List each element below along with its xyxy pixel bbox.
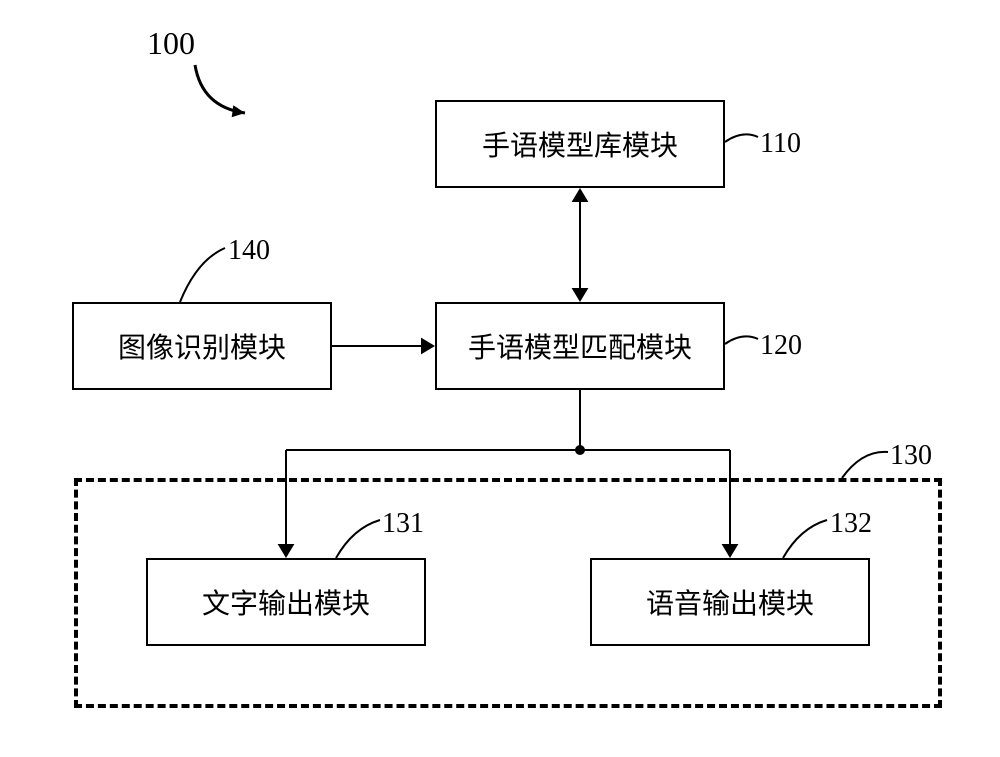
node-label-110: 手语模型库模块 bbox=[482, 124, 678, 164]
ref-120: 120 bbox=[760, 330, 802, 361]
node-label-120: 手语模型匹配模块 bbox=[468, 326, 692, 366]
ref-140: 140 bbox=[228, 235, 270, 266]
leader-n140 bbox=[176, 244, 229, 306]
node-131: 文字输出模块 bbox=[146, 558, 426, 646]
ref-132: 132 bbox=[830, 508, 872, 539]
edge-140-120 bbox=[330, 326, 437, 366]
edge-120-split bbox=[266, 386, 750, 562]
ref-130: 130 bbox=[890, 440, 932, 471]
leader-g130 bbox=[838, 446, 892, 482]
node-132: 语音输出模块 bbox=[590, 558, 870, 646]
node-120: 手语模型匹配模块 bbox=[435, 302, 725, 390]
node-label-140: 图像识别模块 bbox=[118, 326, 286, 366]
leader-n120 bbox=[721, 328, 762, 348]
ref-110: 110 bbox=[760, 128, 801, 159]
node-label-131: 文字输出模块 bbox=[202, 582, 370, 622]
leader-n132 bbox=[779, 516, 831, 562]
node-140: 图像识别模块 bbox=[72, 302, 332, 390]
leader-n110 bbox=[721, 126, 762, 146]
edge-110-120 bbox=[550, 186, 610, 304]
title-arrow bbox=[175, 45, 265, 133]
node-110: 手语模型库模块 bbox=[435, 100, 725, 188]
node-label-132: 语音输出模块 bbox=[646, 582, 814, 622]
